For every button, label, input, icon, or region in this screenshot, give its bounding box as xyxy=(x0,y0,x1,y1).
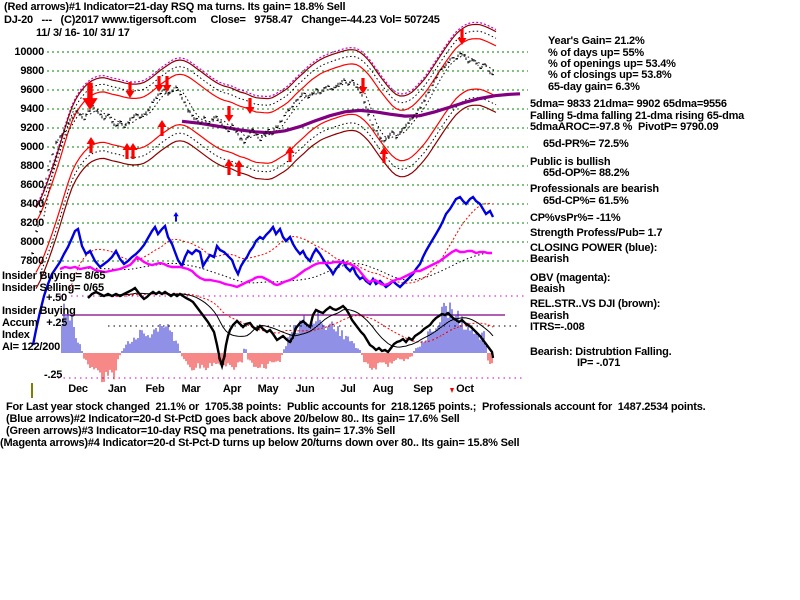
x-axis-month-label: Jul xyxy=(340,383,356,395)
reference-lines xyxy=(31,295,525,398)
y-axis-tick-label: 9400 xyxy=(20,103,44,115)
y-axis-tick-label: 8000 xyxy=(20,236,44,248)
trading-bands xyxy=(35,21,497,289)
y-axis-tick-label: 9800 xyxy=(20,65,44,77)
accum-index-label-3: Index xyxy=(2,329,30,341)
analysis-panel-line: Professionals are bearish xyxy=(530,183,659,195)
footer-summary-line: For Last year stock changed 21.1% or 170… xyxy=(6,401,706,413)
y-axis-tick-label: 10000 xyxy=(14,46,44,58)
obv-line xyxy=(59,248,493,289)
analysis-panel-line: % of closings up= 53.8% xyxy=(548,69,672,81)
analysis-panel-line: REL.STR..VS DJI (brown): xyxy=(530,298,661,310)
y-axis-tick-label: 8800 xyxy=(20,160,44,172)
y-axis-tick-label: 9000 xyxy=(20,141,44,153)
rel-strength xyxy=(87,286,495,371)
accum-index-label-1: Insider Buying xyxy=(2,305,76,317)
analysis-panel-line: 65d-OP%= 88.2% xyxy=(543,167,630,179)
analysis-panel-line: 5dmaAROC=-97.8 % PivotP= 9790.09 xyxy=(530,121,719,133)
analysis-panel-line: 65d-CP%= 61.5% xyxy=(543,195,629,207)
analysis-panel-line: 65-day gain= 6.3% xyxy=(548,81,640,93)
x-axis-month-label: Jan xyxy=(107,383,127,395)
x-axis-month-label: Sep xyxy=(413,383,433,395)
analysis-panel-line: Bearish xyxy=(530,310,569,322)
analysis-panel-line: ITRS=-.008 xyxy=(530,321,585,333)
accum-index-label-4: AI= 122/200 xyxy=(2,341,61,353)
symbol-quote-line: DJ-20 --- (C)2017 www.tigersoft.com Clos… xyxy=(4,14,440,26)
indicator2-title: (Blue arrows)#2 Indicator=20-d St-PctD g… xyxy=(6,413,460,425)
insider-selling-label: Insider Selling= 0/65 xyxy=(2,282,104,294)
x-axis-month-label: Aug xyxy=(372,383,394,395)
analysis-panel-line: 65d-PR%= 72.5% xyxy=(543,138,629,150)
x-axis-month-label: Jun xyxy=(295,383,315,395)
analysis-panel-line: CLOSING POWER (blue): xyxy=(530,242,658,254)
y-axis-tick-label: 9600 xyxy=(20,84,44,96)
analysis-panel-line: OBV (magenta): xyxy=(530,272,611,284)
analysis-panel-line: Falling 5-dma falling 21-dma rising 65-d… xyxy=(530,110,745,122)
y-axis-tick-label: 8200 xyxy=(20,217,44,229)
analysis-panel-line: % of openings up= 53.4% xyxy=(548,58,676,70)
price-gridlines xyxy=(47,51,528,262)
x-axis-month-label: Dec xyxy=(68,383,88,395)
analysis-panel-line: % of days up= 55% xyxy=(548,47,644,59)
insider-buying-label: Insider Buying= 8/65 xyxy=(2,270,106,282)
y-axis-tick-label: 9200 xyxy=(20,122,44,134)
accum-index-histogram xyxy=(61,302,493,383)
x-axis-month-label: Oct xyxy=(456,383,474,395)
analysis-panel-line: Bearish: Distrubtion Falling. xyxy=(530,346,672,358)
y-axis-tick-label: 8400 xyxy=(20,198,44,210)
analysis-panel-line: 5dma= 9833 21dma= 9902 65dma=9556 xyxy=(530,98,727,110)
x-axis-month-label: Mar xyxy=(181,383,201,395)
minus25-level-label: -.25 xyxy=(44,369,63,381)
y-axis-tick-label: 8600 xyxy=(20,179,44,191)
indicator1-title: (Red arrows)#1 Indicator=21-day RSQ ma t… xyxy=(4,1,346,13)
indicator4-title: (Magenta arrows)#4 Indicator=20-d St-Pct… xyxy=(0,437,520,449)
analysis-panel-line: Year's Gain= 21.2% xyxy=(548,35,645,47)
ma65-line xyxy=(181,92,521,135)
x-axis-month-label: Apr xyxy=(222,383,242,395)
analysis-panel-line: IP= -.071 xyxy=(577,357,621,369)
indicator3-title: (Green arrows)#3 Indicator=10-day RSQ ma… xyxy=(6,425,396,437)
analysis-panel-line: Bearish xyxy=(530,253,569,265)
plus50-level-label: +.50 xyxy=(46,292,67,304)
analysis-panel-line: CP%vsPr%= -11% xyxy=(530,212,621,224)
analysis-panel-line: Public is bullish xyxy=(530,156,611,168)
analysis-panel-line: Beaish xyxy=(530,283,565,295)
analysis-panel-line: Strength Profess/Pub= 1.7 xyxy=(530,227,663,239)
y-axis-tick-label: 7800 xyxy=(20,255,44,267)
accum-index-label-2: Accum +.25 xyxy=(2,317,68,329)
x-axis-month-label: Feb xyxy=(145,383,165,395)
price-candles xyxy=(31,51,494,255)
date-range: 11/ 3/ 16- 10/ 31/ 17 xyxy=(36,27,130,39)
x-axis-month-label: May xyxy=(257,383,279,395)
signal-arrows xyxy=(82,29,467,393)
